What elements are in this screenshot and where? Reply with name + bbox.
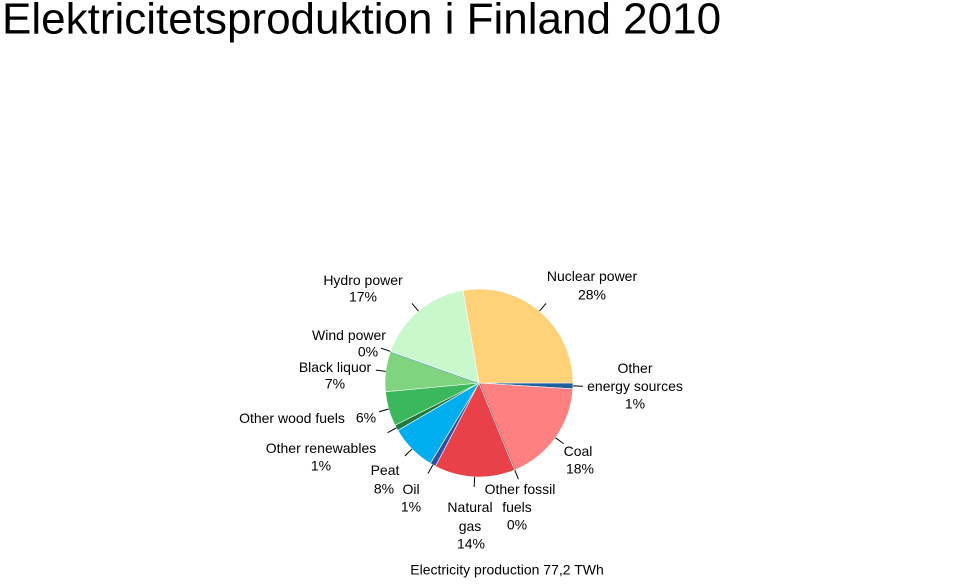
leader-line xyxy=(381,348,390,351)
chart-title: Elektricitetsproduktion i Finland 2010 xyxy=(2,0,721,44)
slice-label-line: Nuclear power xyxy=(547,268,638,284)
value-label: 1% xyxy=(625,396,645,412)
value-label: 0% xyxy=(507,517,527,533)
slice-label: Nuclear power xyxy=(547,268,638,284)
leader-line xyxy=(379,409,389,412)
leader-line xyxy=(405,449,412,456)
slice-label: Natural gas xyxy=(447,499,492,534)
slice-label-line: Wind power xyxy=(312,327,386,343)
slice-label-line: Other wood fuels xyxy=(239,410,345,426)
slice-label-line: gas xyxy=(459,518,482,534)
slice-label: Other fossil fuels xyxy=(485,481,556,515)
slice-label-line: Other renewables xyxy=(266,440,377,456)
leader-line xyxy=(376,370,386,371)
slice-label-line: Natural xyxy=(447,499,492,515)
slice-label: Oil xyxy=(402,481,419,497)
slice-label-line: energy sources xyxy=(587,378,683,394)
value-label: 28% xyxy=(578,287,606,303)
value-label: 8% xyxy=(374,481,394,497)
slice-label-line: fuels xyxy=(502,499,532,515)
slice-label: Wind power xyxy=(312,327,386,343)
slice-label-line: Other fossil xyxy=(485,481,556,497)
value-label: 1% xyxy=(401,499,421,515)
slice-label: Peat xyxy=(371,462,400,478)
value-label: 7% xyxy=(325,376,345,392)
leader-line xyxy=(412,303,418,311)
slice-label: Coal xyxy=(564,443,593,459)
slice-label: Black liquor xyxy=(299,359,372,375)
value-label: 0% xyxy=(358,344,378,360)
slice-label: Hydro power xyxy=(323,272,403,288)
leader-line xyxy=(515,470,519,479)
slice-label: Other energy sources xyxy=(587,360,683,394)
slice-label: Other wood fuels xyxy=(239,410,345,426)
slice-label-line: Hydro power xyxy=(323,272,403,288)
pie-slice xyxy=(463,289,573,383)
value-label: 14% xyxy=(457,536,485,552)
value-label: 17% xyxy=(349,289,377,305)
slice-label-line: Coal xyxy=(564,443,593,459)
leader-line xyxy=(428,465,433,474)
value-label: 6% xyxy=(356,410,376,426)
slice-label: Other renewables xyxy=(266,440,377,456)
leader-line xyxy=(555,438,563,444)
leader-line xyxy=(540,303,546,311)
slice-label-line: Other xyxy=(617,360,652,376)
value-label: 1% xyxy=(311,458,331,474)
leader-line xyxy=(388,428,397,433)
slice-label-line: Peat xyxy=(371,462,400,478)
slice-label-line: Black liquor xyxy=(299,359,372,375)
chart-note: Electricity production 77,2 TWh xyxy=(410,562,604,578)
slice-label-line: Oil xyxy=(402,481,419,497)
value-label: 18% xyxy=(566,461,594,477)
